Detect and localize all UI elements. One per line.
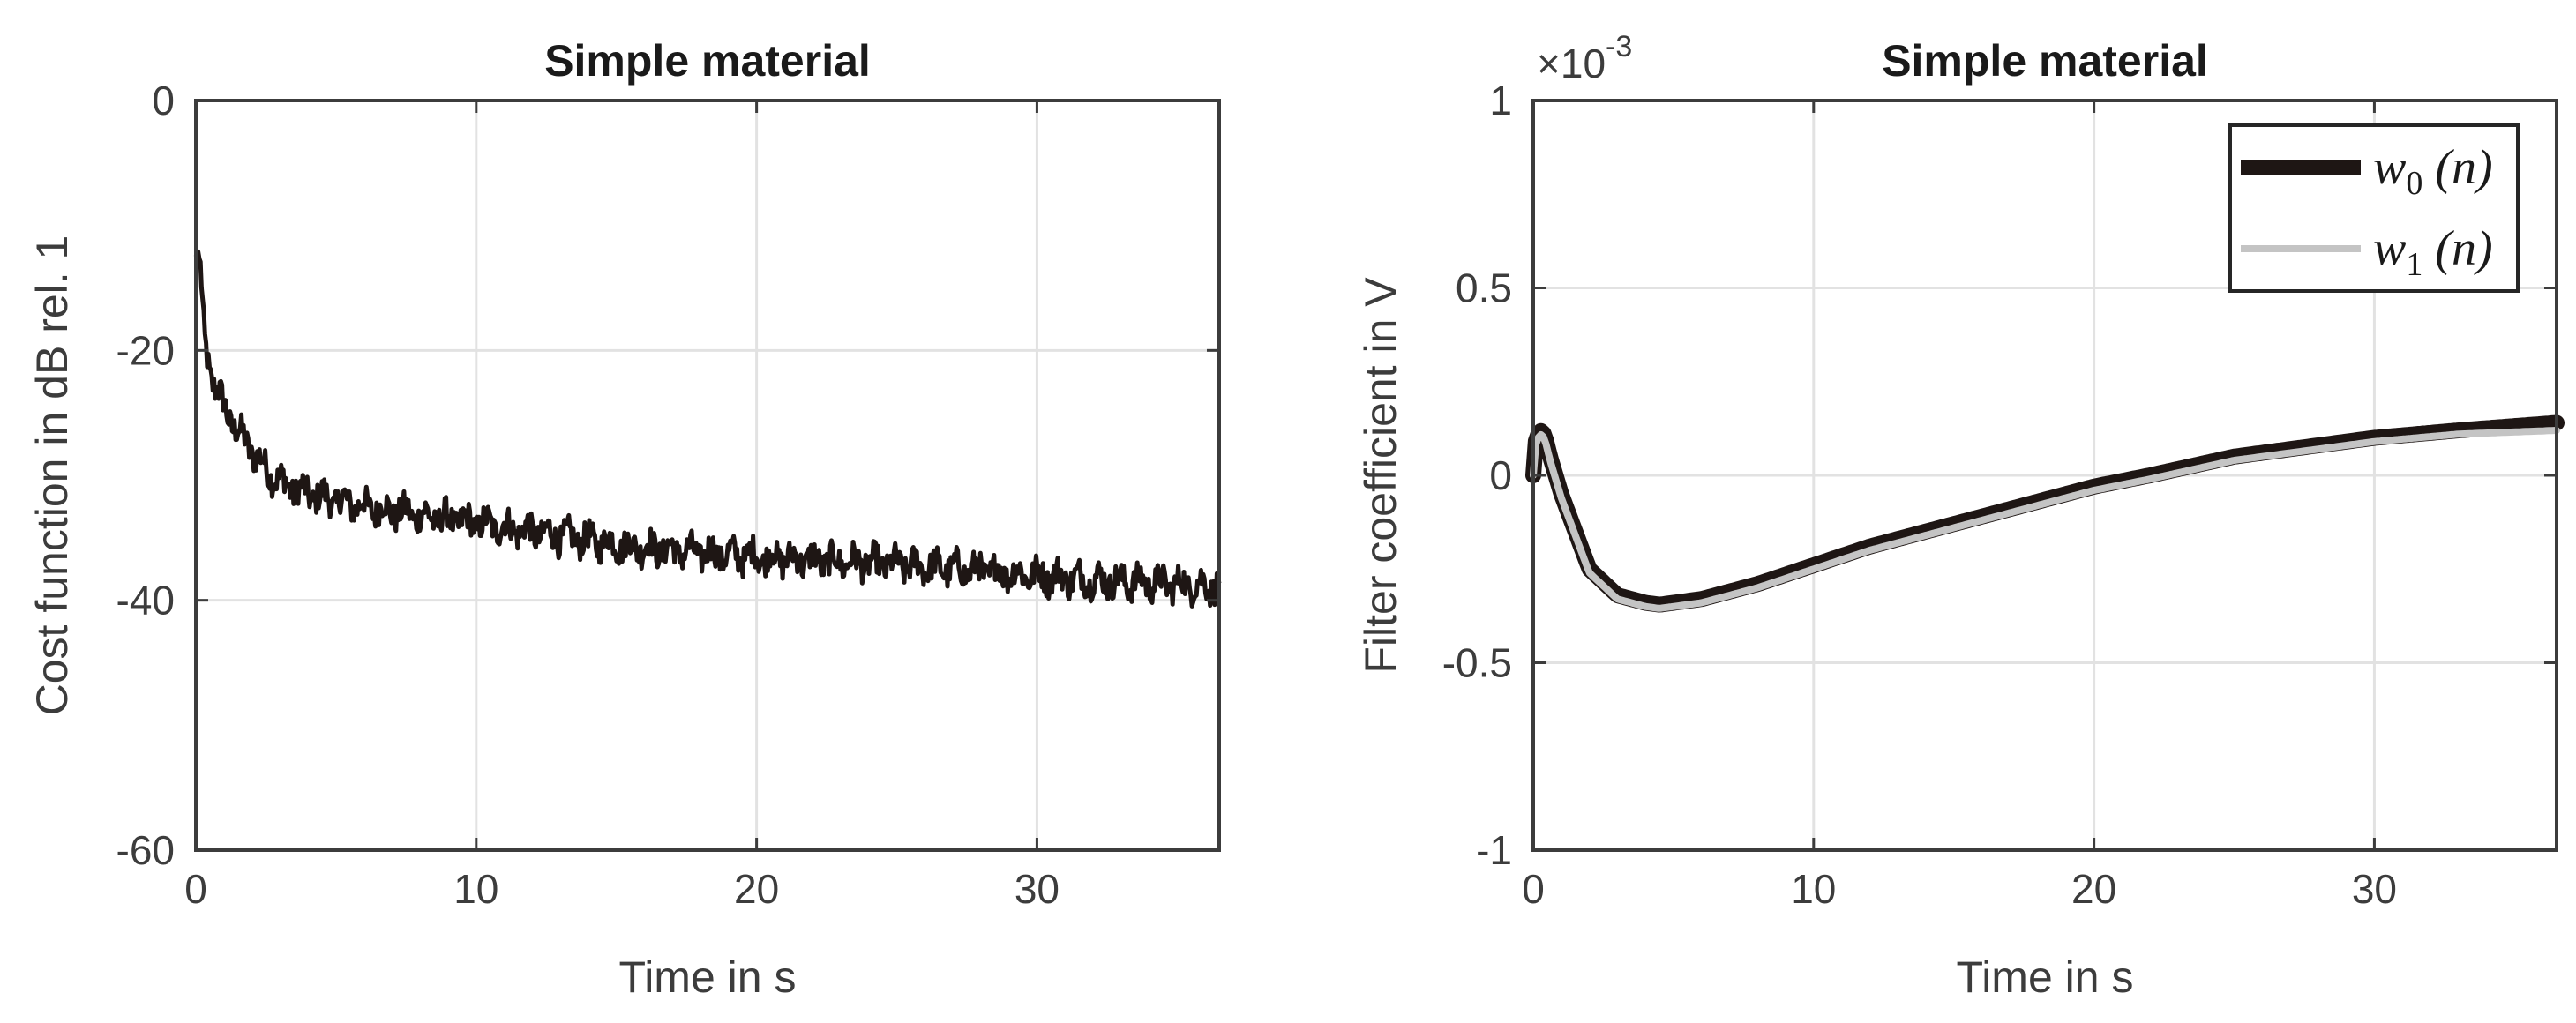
legend-label-w1-base: w [2373, 221, 2406, 276]
y-tick-label: -0.5 [1442, 640, 1512, 686]
y-axis-exponent-value: -3 [1606, 30, 1632, 63]
legend-box [2228, 123, 2520, 293]
x-tick-label: 30 [2352, 866, 2397, 912]
x-tick-label: 0 [184, 866, 207, 912]
series-line-1 [1530, 427, 2560, 612]
legend-label-w0: w0 (n) [2373, 140, 2493, 202]
filter-coefficient-chart: Simple material 0 10 20 30 -1-0.500.51 ×10-… [1356, 30, 2565, 1002]
y-tick-label: 0 [1489, 452, 1512, 498]
series-line [193, 249, 1222, 609]
legend: w0 (n) w1 (n) [2228, 123, 2520, 293]
legend-label-w0-sub: 0 [2406, 165, 2422, 202]
y-tick-label: -40 [116, 578, 175, 624]
y-axis-label: Cost function in dB rel. 1 [27, 235, 77, 716]
x-tick-label: 0 [1522, 866, 1545, 912]
x-tick-label: 30 [1015, 866, 1060, 912]
x-tick-label: 20 [734, 866, 779, 912]
legend-label-w1: w1 (n) [2373, 221, 2493, 283]
x-tick-label: 10 [1791, 866, 1836, 912]
y-axis-exponent: ×10-3 [1537, 30, 1632, 86]
y-ticks: -60 -40 -20 0 [116, 78, 1219, 873]
y-tick-label: -60 [116, 827, 175, 873]
legend-label-w0-suffix: (n) [2422, 140, 2492, 195]
x-tick-label: 20 [2071, 866, 2116, 912]
x-ticks: 0 10 20 30 [184, 101, 1060, 912]
y-tick-label: 1 [1489, 78, 1512, 123]
x-ticks: 0 10 20 30 [1522, 101, 2397, 912]
x-tick-label: 10 [453, 866, 498, 912]
y-tick-label: 0.5 [1456, 265, 1512, 311]
plot-area [193, 249, 1222, 609]
y-tick-label: -20 [116, 327, 175, 373]
y-ticks: -1 -0.5 0 0.5 1 [1442, 78, 2557, 873]
y-axis-multiplier: ×10 [1537, 41, 1606, 86]
chart-title: Simple material [544, 36, 871, 86]
y-tick-label: 0 [152, 78, 175, 123]
plot-area [1525, 414, 2565, 613]
cost-function-chart: Simple material 0 10 20 30 -60 -40 -20 0 Time … [27, 36, 1222, 1002]
chart-title: Simple material [1882, 36, 2208, 86]
legend-label-w0-base: w [2373, 140, 2406, 195]
x-axis-label: Time in s [1957, 952, 2134, 1002]
x-axis-label: Time in s [619, 952, 797, 1002]
legend-label-w1-sub: 1 [2406, 246, 2422, 283]
y-axis-label: Filter coefficient in V [1356, 277, 1405, 674]
y-tick-label: -1 [1476, 827, 1512, 873]
axes-box [194, 99, 1221, 852]
legend-label-w1-suffix: (n) [2422, 221, 2492, 276]
series-line-0 [1525, 414, 2565, 613]
